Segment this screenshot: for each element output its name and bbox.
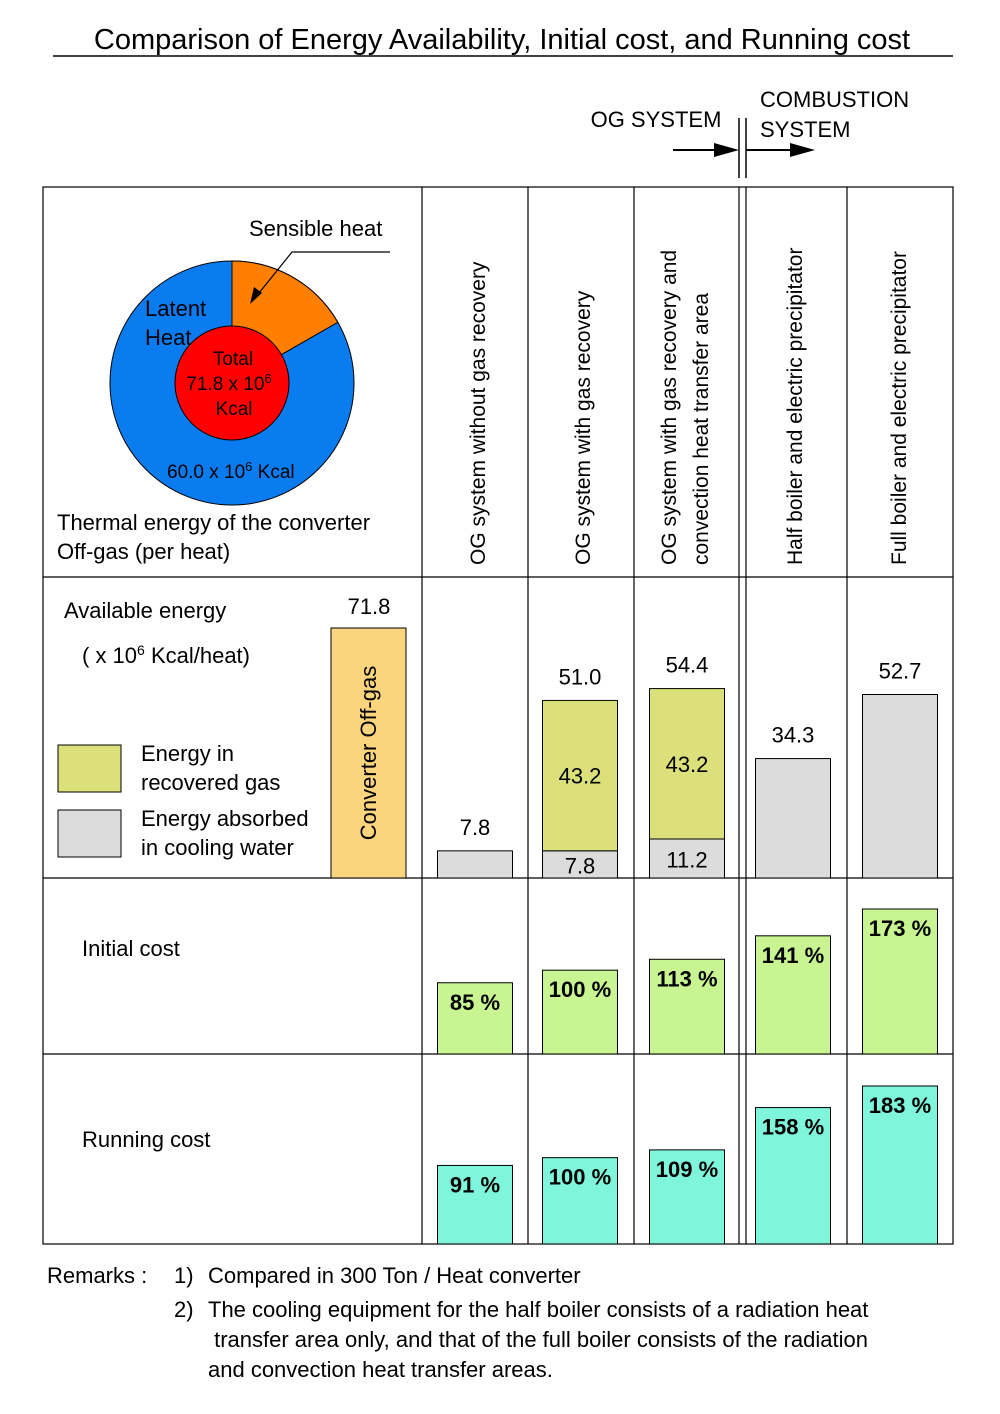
remarks: Remarks : 1) Compared in 300 Ton / Heat … bbox=[47, 1263, 868, 1382]
running-cost-label-5: 183 % bbox=[869, 1093, 931, 1118]
gas-energy-label-2: 43.2 bbox=[559, 764, 602, 789]
unit-suffix: Kcal/heat) bbox=[145, 643, 250, 668]
legend-water-swatch bbox=[57, 809, 122, 858]
water-energy-bar-2 bbox=[542, 850, 618, 879]
combustion-arrow-head bbox=[790, 143, 815, 157]
latent-value-unit: Kcal bbox=[252, 462, 294, 483]
pie-caption-line1: Thermal energy of the converter bbox=[57, 510, 370, 535]
running-cost-label-3: 109 % bbox=[656, 1157, 718, 1182]
running-cost-bar-1 bbox=[437, 1164, 513, 1245]
column-header-3-line1: OG system with gas recovery and bbox=[658, 250, 681, 565]
energy-total-label-4: 34.3 bbox=[772, 723, 815, 748]
initial-cost-label-4: 141 % bbox=[762, 943, 824, 968]
column-header-3: OG system with gas recovery and convecti… bbox=[658, 244, 713, 565]
og-system-label: OG SYSTEM bbox=[591, 107, 722, 132]
water-energy-label-2: 7.8 bbox=[565, 853, 596, 878]
energy-total-label-5: 52.7 bbox=[879, 659, 922, 684]
latent-heat-label-line2: Heat bbox=[145, 325, 191, 350]
running-cost-label-1: 91 % bbox=[450, 1172, 500, 1197]
running-cost-bar-2 bbox=[542, 1157, 618, 1245]
total-circle bbox=[174, 325, 290, 441]
sensible-heat-leader bbox=[254, 251, 390, 299]
running-cost-bar-4 bbox=[755, 1107, 831, 1245]
initial-cost-label-5: 173 % bbox=[869, 916, 931, 941]
column-header-4: Half boiler and electric precipitator bbox=[784, 248, 807, 565]
latent-heat-label-line1: Latent bbox=[145, 296, 206, 321]
thermal-energy-pie: Total 71.8 x 106 Kcal Latent Heat 60.0 x… bbox=[57, 216, 390, 564]
legend-gas-swatch bbox=[57, 744, 122, 793]
initial-cost-label: Initial cost bbox=[82, 936, 180, 961]
column-header-1: OG system without gas recovery bbox=[467, 261, 490, 565]
initial-cost-bar-4 bbox=[755, 935, 831, 1055]
latent-value-base: 60.0 x 10 bbox=[167, 462, 245, 483]
unit-exp: 6 bbox=[137, 642, 145, 658]
available-energy-unit: ( x 106 Kcal/heat) bbox=[82, 642, 250, 668]
unit-prefix: ( x 10 bbox=[82, 643, 137, 668]
converter-offgas-label: Converter Off-gas bbox=[356, 666, 381, 840]
water-energy-bar-1 bbox=[437, 850, 513, 879]
energy-total-label-1: 7.8 bbox=[460, 815, 491, 840]
energy-total-label-3: 54.4 bbox=[666, 653, 709, 678]
column-header-3-line2: convection heat transfer area bbox=[690, 293, 713, 565]
available-energy-label: Available energy bbox=[64, 598, 226, 623]
initial-cost-label-1: 85 % bbox=[450, 990, 500, 1015]
combustion-system-label-line1: COMBUSTION bbox=[760, 87, 909, 112]
latent-value-exp: 6 bbox=[245, 459, 252, 474]
water-energy-label-3: 11.2 bbox=[666, 848, 707, 873]
initial-cost-bar-2 bbox=[542, 969, 618, 1055]
legend-gas-label-line1: Energy in bbox=[141, 741, 234, 766]
remark-2-text-line2: transfer area only, and that of the full… bbox=[208, 1327, 868, 1352]
converter-offgas-value: 71.8 bbox=[348, 594, 391, 619]
chart-marks: 71.8 Converter Off-gas 7.8 51.0 43.2 7.8 54.4 4… bbox=[330, 594, 938, 1245]
running-cost-label-4: 158 % bbox=[762, 1115, 824, 1140]
remark-1-number: 1) bbox=[174, 1263, 194, 1288]
running-cost-bar-3 bbox=[649, 1149, 725, 1245]
running-cost-label: Running cost bbox=[82, 1127, 210, 1152]
latent-heat-value: 60.0 x 106 Kcal bbox=[167, 459, 295, 483]
total-value: 71.8 x 106 bbox=[186, 371, 271, 395]
column-headers: OG system without gas recovery OG system… bbox=[467, 244, 911, 565]
sensible-heat-label: Sensible heat bbox=[249, 216, 382, 241]
column-header-5: Full boiler and electric precipitator bbox=[888, 251, 911, 565]
gas-energy-bar-2 bbox=[542, 699, 618, 852]
column-header-2: OG system with gas recovery bbox=[572, 290, 595, 565]
remark-2-text-line3: and convection heat transfer areas. bbox=[208, 1357, 553, 1382]
converter-offgas-bar bbox=[330, 627, 407, 879]
running-cost-bar-5 bbox=[862, 1085, 938, 1245]
remark-1-text: Compared in 300 Ton / Heat converter bbox=[208, 1263, 581, 1288]
remark-2-number: 2) bbox=[174, 1297, 194, 1322]
total-unit: Kcal bbox=[216, 399, 253, 420]
water-energy-bar-5 bbox=[862, 694, 938, 879]
initial-cost-label-2: 100 % bbox=[549, 977, 611, 1002]
energy-panel-labels: Available energy ( x 106 Kcal/heat) Ener… bbox=[57, 598, 309, 860]
initial-cost-label-3: 113 % bbox=[656, 966, 717, 991]
water-energy-bar-3 bbox=[649, 838, 725, 879]
total-value-exp: 6 bbox=[264, 371, 271, 386]
legend-water-label-line1: Energy absorbed bbox=[141, 806, 309, 831]
legend-gas-label-line2: recovered gas bbox=[141, 770, 280, 795]
remarks-label: Remarks : bbox=[47, 1263, 147, 1288]
initial-cost-bar-1 bbox=[437, 982, 513, 1055]
initial-cost-bar-5 bbox=[862, 908, 938, 1055]
initial-cost-bar-3 bbox=[649, 958, 725, 1055]
combustion-system-label-line2: SYSTEM bbox=[760, 117, 850, 142]
water-energy-bar-4 bbox=[755, 758, 831, 879]
total-label: Total bbox=[213, 349, 253, 370]
total-value-base: 71.8 x 10 bbox=[186, 374, 264, 395]
gas-energy-bar-3 bbox=[649, 688, 725, 840]
running-cost-label-2: 100 % bbox=[549, 1165, 611, 1190]
sensible-heat-leader-arrow bbox=[250, 287, 262, 304]
page-title: Comparison of Energy Availability, Initi… bbox=[94, 24, 910, 56]
gas-energy-label-3: 43.2 bbox=[666, 752, 709, 777]
legend-water-label-line2: in cooling water bbox=[141, 835, 294, 860]
energy-total-label-2: 51.0 bbox=[559, 664, 602, 689]
remark-2-text-line1: The cooling equipment for the half boile… bbox=[208, 1297, 868, 1322]
pie-caption-line2: Off-gas (per heat) bbox=[57, 539, 230, 564]
og-arrow-head bbox=[714, 143, 739, 157]
